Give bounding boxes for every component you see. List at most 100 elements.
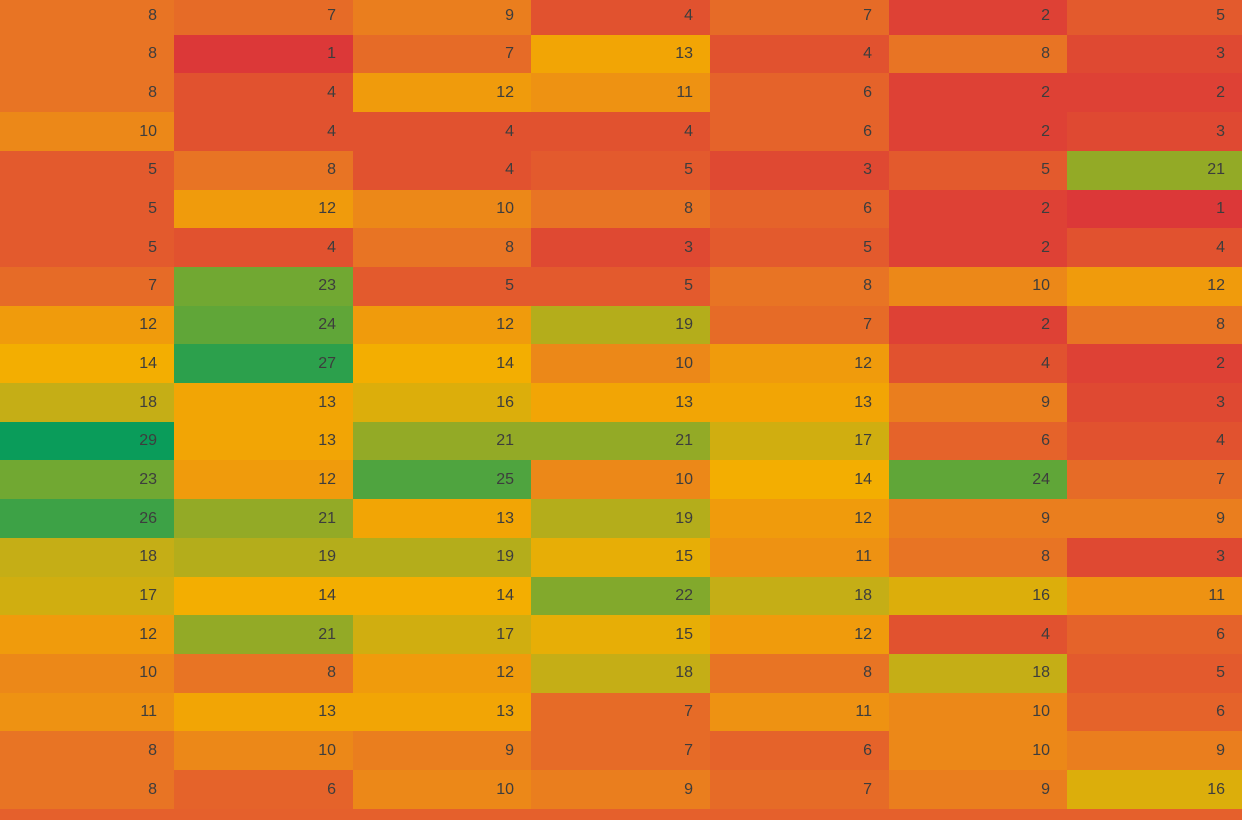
cell: 21 xyxy=(1067,150,1242,190)
cell: 1 xyxy=(174,34,353,74)
cell: 4 xyxy=(889,344,1067,384)
cell: 8 xyxy=(889,34,1067,74)
cell: 8 xyxy=(0,0,174,36)
cell: 12 xyxy=(710,344,889,384)
cell: 1 xyxy=(1067,189,1242,229)
cell: 12 xyxy=(1067,266,1242,307)
cell: 19 xyxy=(174,537,353,577)
cell: 3 xyxy=(1067,383,1242,423)
cell: 4 xyxy=(1067,228,1242,268)
cell: 22 xyxy=(531,576,710,616)
cell: 5 xyxy=(0,189,174,229)
cell: 21 xyxy=(531,421,710,461)
cell: 8 xyxy=(710,653,889,694)
cell: 7 xyxy=(710,770,889,810)
cell: 12 xyxy=(710,615,889,655)
cell: 8 xyxy=(0,731,174,771)
cell: 18 xyxy=(0,383,174,423)
cell: 12 xyxy=(710,499,889,539)
cell: 3 xyxy=(531,228,710,268)
cell: 2 xyxy=(889,0,1067,36)
cell: 6 xyxy=(1067,615,1242,655)
cell: 11 xyxy=(531,73,710,113)
cell: 3 xyxy=(1067,34,1242,74)
cell: 14 xyxy=(710,460,889,500)
cell: 18 xyxy=(0,537,174,577)
cell: 12 xyxy=(353,305,531,345)
cell: 10 xyxy=(0,112,174,152)
cell: 6 xyxy=(889,421,1067,461)
cell: 8 xyxy=(174,653,353,694)
cell: 11 xyxy=(0,692,174,732)
cell: 4 xyxy=(710,34,889,74)
cell: 4 xyxy=(353,150,531,190)
cell: 13 xyxy=(353,692,531,732)
cell: 14 xyxy=(0,344,174,384)
cell: 3 xyxy=(1067,537,1242,577)
cell: 25 xyxy=(353,460,531,500)
cell: 8 xyxy=(0,73,174,113)
cell: 7 xyxy=(531,692,710,732)
cell: 4 xyxy=(889,615,1067,655)
cell: 15 xyxy=(531,615,710,655)
cell: 9 xyxy=(353,0,531,36)
cell: 8 xyxy=(174,150,353,190)
cell: 7 xyxy=(174,0,353,36)
cell: 12 xyxy=(353,73,531,113)
cell: 7 xyxy=(710,0,889,36)
cell: 27 xyxy=(174,344,353,384)
cell: 5 xyxy=(531,266,710,307)
cell: 5 xyxy=(0,150,174,190)
cell: 5 xyxy=(889,150,1067,190)
cell: 6 xyxy=(174,770,353,810)
cell: 16 xyxy=(353,383,531,423)
cell: 13 xyxy=(710,383,889,423)
cell: 7 xyxy=(353,34,531,74)
cell: 8 xyxy=(353,228,531,268)
cell: 23 xyxy=(0,460,174,500)
cell: 2 xyxy=(889,73,1067,113)
cell: 4 xyxy=(174,73,353,113)
cell: 21 xyxy=(353,421,531,461)
cell: 17 xyxy=(0,576,174,616)
cell: 19 xyxy=(531,499,710,539)
cell: 6 xyxy=(710,112,889,152)
cell: 14 xyxy=(353,576,531,616)
cell: 5 xyxy=(0,228,174,268)
cell: 10 xyxy=(531,460,710,500)
cell: 7 xyxy=(710,305,889,345)
cell: 4 xyxy=(1067,421,1242,461)
cell: 4 xyxy=(531,112,710,152)
cell: 10 xyxy=(531,344,710,384)
cell: 6 xyxy=(710,189,889,229)
cell: 5 xyxy=(1067,0,1242,36)
cell: 10 xyxy=(889,731,1067,771)
cell: 9 xyxy=(531,770,710,810)
cell: 8 xyxy=(531,189,710,229)
cell: 2 xyxy=(889,112,1067,152)
cell: 18 xyxy=(531,653,710,694)
cell: 3 xyxy=(1067,112,1242,152)
cell: 12 xyxy=(353,653,531,694)
cell: 10 xyxy=(889,266,1067,307)
cell: 23 xyxy=(174,266,353,307)
cell: 12 xyxy=(0,615,174,655)
cell: 5 xyxy=(531,150,710,190)
cell: 8 xyxy=(0,770,174,810)
cell: 6 xyxy=(710,731,889,771)
cell: 7 xyxy=(0,266,174,307)
cell: 13 xyxy=(531,34,710,74)
cell: 4 xyxy=(174,228,353,268)
cell: 5 xyxy=(353,266,531,307)
cell: 12 xyxy=(0,305,174,345)
cell: 15 xyxy=(531,537,710,577)
cell: 6 xyxy=(1067,692,1242,732)
cell: 8 xyxy=(710,266,889,307)
cell: 14 xyxy=(353,344,531,384)
cell: 13 xyxy=(353,499,531,539)
cell: 2 xyxy=(889,228,1067,268)
cell: 10 xyxy=(174,731,353,771)
cell: 3 xyxy=(710,150,889,190)
cell: 13 xyxy=(174,692,353,732)
cell: 4 xyxy=(531,0,710,36)
